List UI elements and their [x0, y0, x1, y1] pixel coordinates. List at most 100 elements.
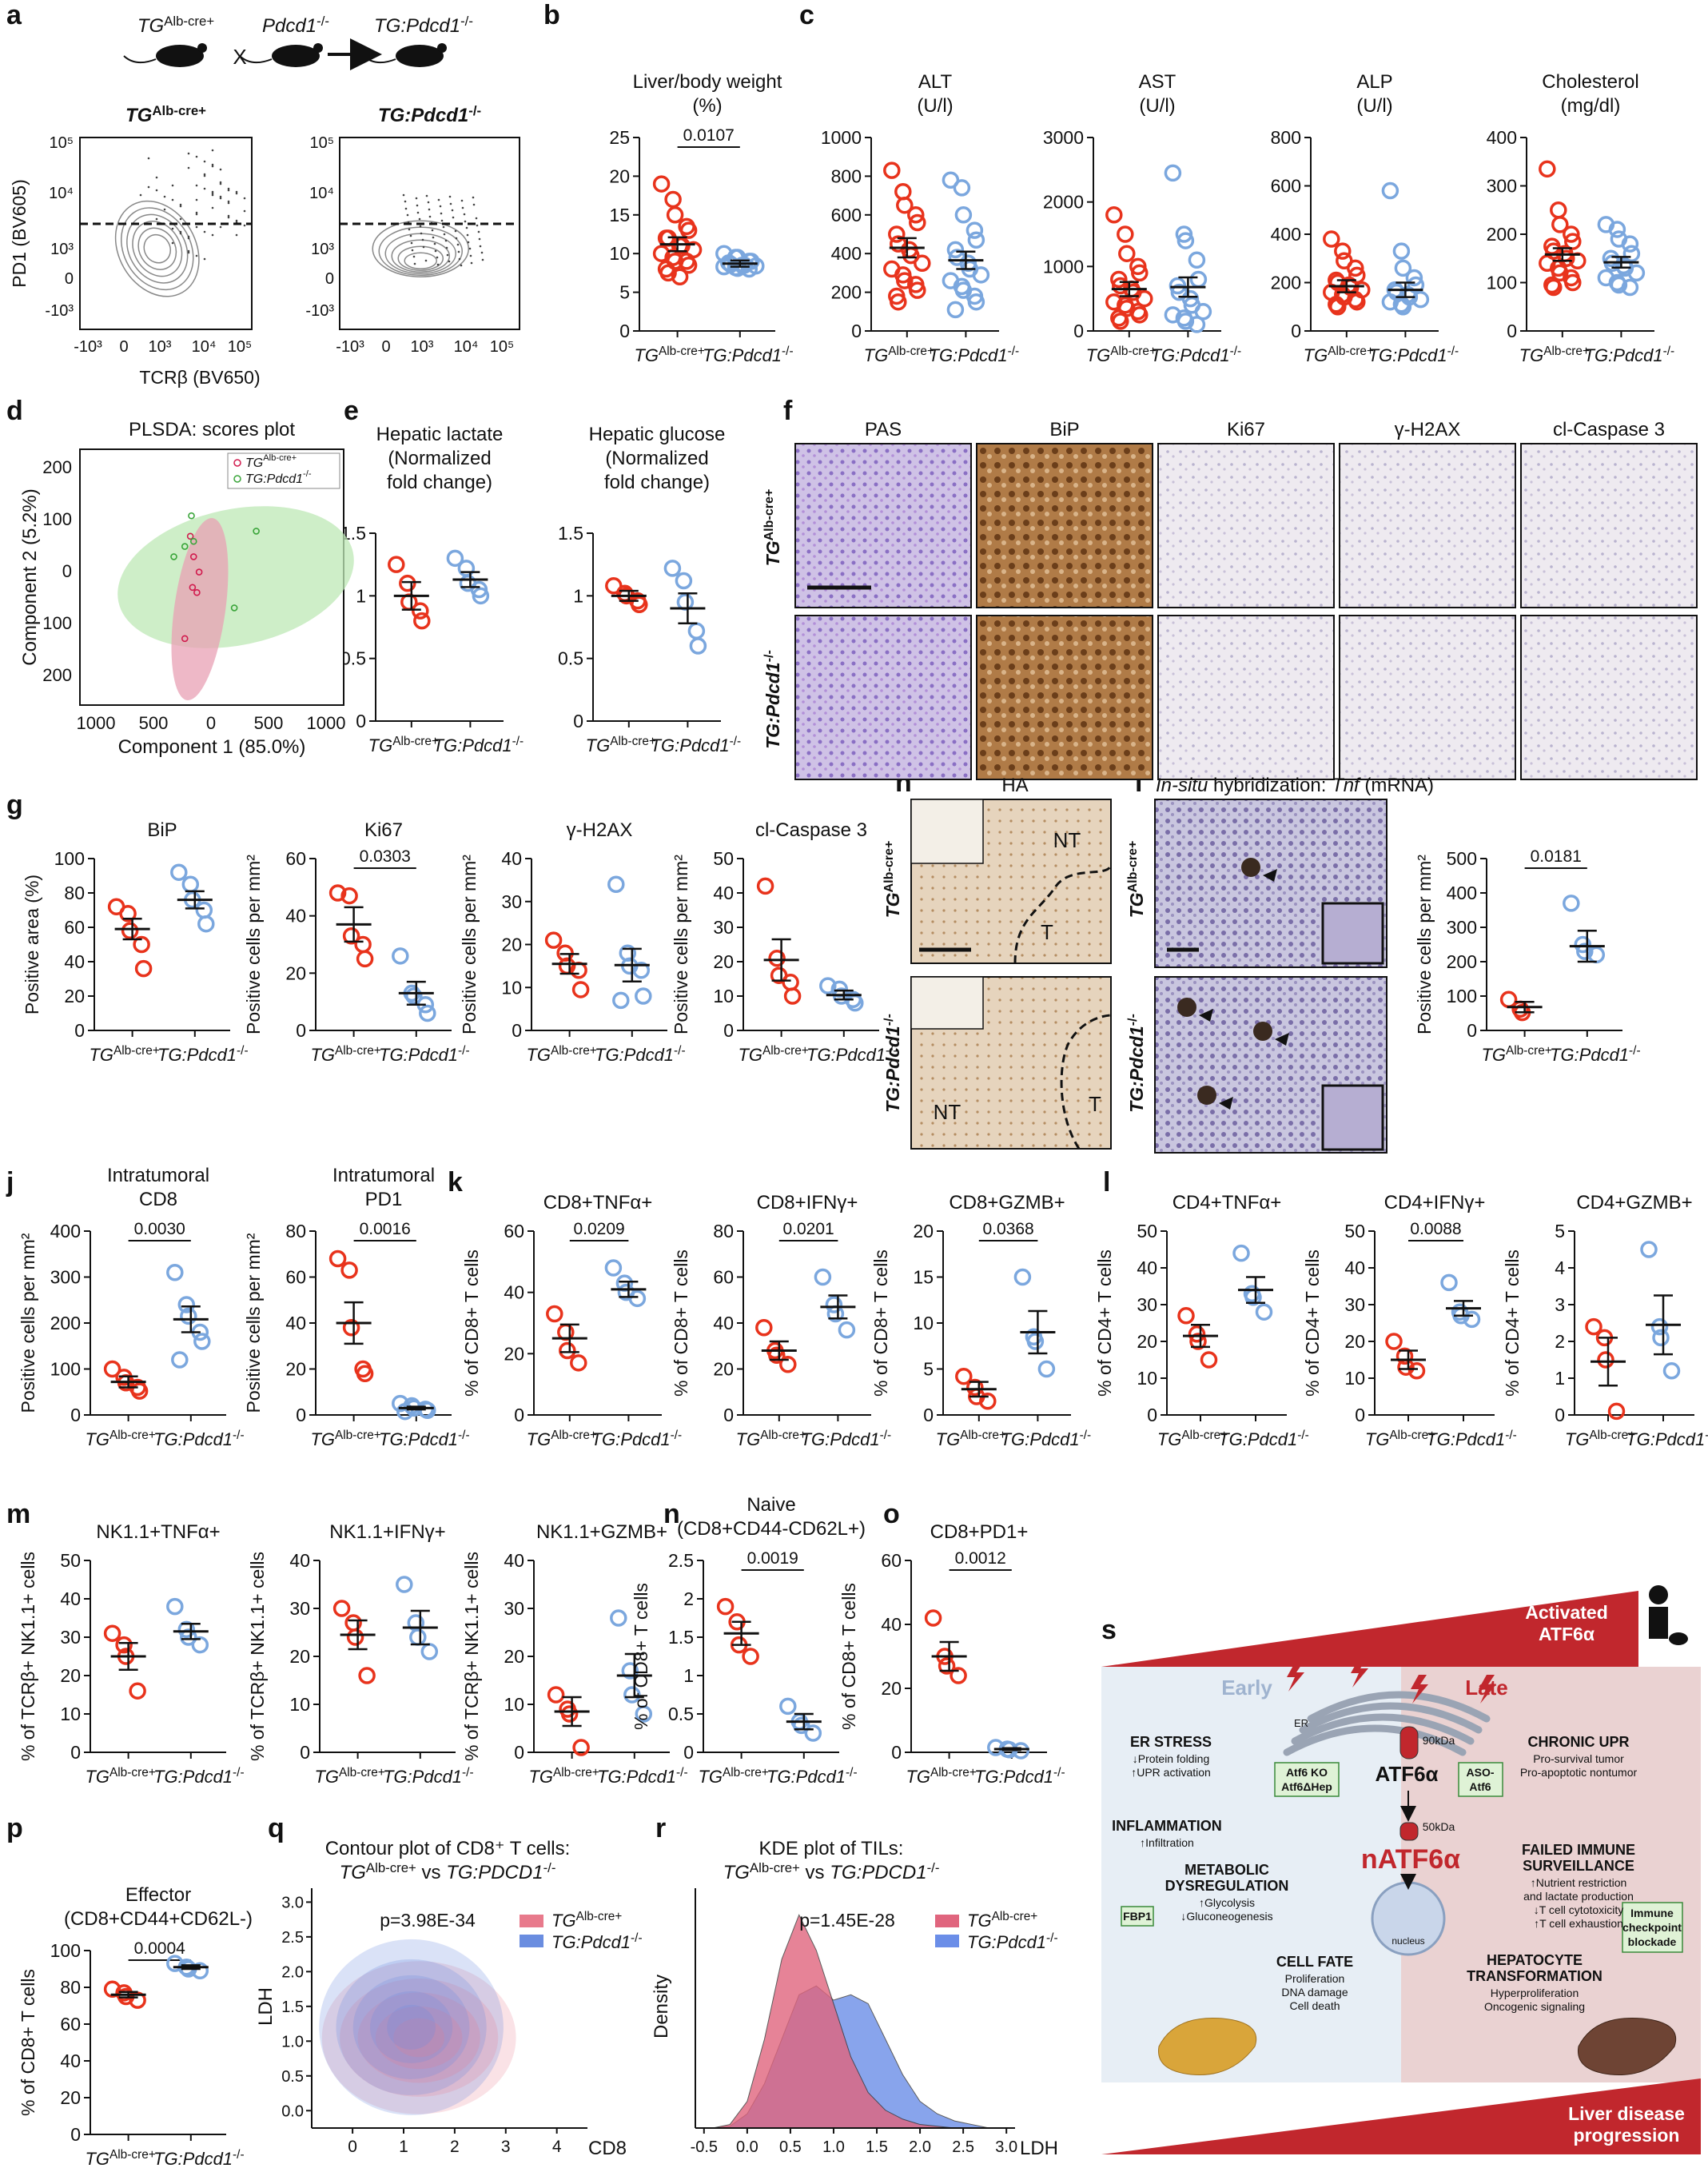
y-tick-label: 100 — [1447, 986, 1477, 1006]
x-tick-label: TG:Pdcd1-/- — [591, 1429, 683, 1449]
y-tick-label: 10⁴ — [49, 185, 74, 202]
histology-image — [1157, 615, 1335, 780]
chart-title: CD4+GZMB+ — [1576, 1192, 1692, 1214]
y-tick-label: 2000 — [1043, 192, 1084, 213]
human-icon-body — [1649, 1607, 1668, 1639]
y-tick-label: 0 — [1147, 1405, 1157, 1425]
y-tick-label: 10 — [504, 1694, 524, 1715]
event-dot — [442, 225, 445, 229]
data-point — [894, 183, 912, 201]
data-point — [388, 556, 405, 573]
chart-title: BiP — [147, 819, 177, 841]
y-tick-label: 20 — [913, 1221, 934, 1241]
event-dot — [187, 251, 190, 254]
data-point — [1545, 278, 1563, 297]
event-dot — [416, 204, 419, 207]
event-dot — [187, 237, 190, 240]
event-dot — [179, 230, 182, 233]
y-tick-label: 30 — [713, 917, 734, 938]
chart-title: (Normalized — [388, 448, 491, 469]
data-point — [1334, 242, 1352, 260]
data-point — [1105, 206, 1123, 224]
data-point — [896, 196, 914, 214]
event-dot — [139, 193, 142, 197]
y-tick-label: 40 — [713, 883, 734, 903]
x-tick-label: 0.0 — [736, 2138, 758, 2156]
y-tick-label: 30 — [1137, 1294, 1157, 1315]
aso-label: ASO- — [1467, 1766, 1495, 1779]
dot-plot-j2: 0 20 40 60 80 TGAlb-cre+TG:Pdcd1-/- Intratumor… — [243, 1165, 470, 1449]
event-dot — [211, 163, 214, 166]
dot-plot-g2: 0 20 40 60 TGAlb-cre+TG:Pdcd1-/- Ki67 Positive… — [243, 819, 470, 1065]
event-dot — [227, 187, 230, 190]
panel-q: Contour plot of CD8⁺ T cells:TGAlb-cre+ … — [255, 1838, 643, 2159]
event-dot — [469, 254, 472, 257]
panel-letter-f: f — [783, 396, 793, 426]
chart-title: NK1.1+IFNγ+ — [329, 1521, 445, 1543]
event-dot — [416, 211, 420, 214]
data-point — [396, 1576, 413, 1593]
event-dot — [211, 192, 214, 195]
event-dot — [464, 220, 467, 223]
event-dot — [203, 173, 206, 176]
event-dot — [427, 201, 430, 204]
legend-box — [227, 452, 340, 489]
row-label: TGAlb-cre+ — [762, 489, 783, 567]
data-point — [783, 987, 802, 1005]
y-tick-label: 20 — [713, 1359, 734, 1380]
chart-title: CD4+IFNγ+ — [1384, 1192, 1486, 1214]
y-tick-label: 80 — [64, 883, 85, 903]
data-point — [1323, 230, 1340, 248]
stain-title: γ-H2AX — [1395, 419, 1461, 440]
event-dot — [235, 192, 238, 195]
mechanism-detail: ↑Infiltration — [1140, 1836, 1194, 1849]
mechanism-heading: ER STRESS — [1130, 1734, 1212, 1750]
mechanism-heading: CHRONIC UPR — [1527, 1734, 1629, 1750]
y-axis-label: % of CD4+ T cells — [1302, 1249, 1323, 1397]
y-tick-label: 5 — [619, 282, 630, 303]
x-axis-label: CD8 — [588, 2138, 627, 2159]
y-axis-label: % of TCRβ+ NK1.1+ cells — [18, 1552, 38, 1761]
event-dot — [243, 197, 246, 200]
y-tick-label: 1.5 — [668, 1627, 694, 1648]
chart-title: fold change) — [604, 472, 710, 493]
y-tick-label: 0 — [851, 321, 862, 341]
chart-title: (U/l) — [1356, 95, 1392, 117]
event-dot — [409, 234, 412, 237]
data-point — [130, 1382, 149, 1400]
event-dot — [410, 241, 413, 245]
dot-plot-j1: 0 100 200 300 400 TGAlb-cre+TG:Pdcd1-/- Intrat… — [18, 1165, 245, 1449]
x-tick-label: TGAlb-cre+ — [85, 1429, 155, 1449]
data-point — [1563, 225, 1580, 243]
x-tick-label: -0.5 — [691, 2138, 718, 2156]
event-dot — [451, 209, 454, 212]
dot-plot-m3: 0 10 20 30 40 TGAlb-cre+TG:Pdcd1-/- NK1.1+GZMB… — [461, 1521, 688, 1787]
data-point — [909, 281, 926, 299]
y-tick-label: 80 — [60, 1977, 81, 1998]
panel-letter-s: s — [1101, 1615, 1117, 1645]
x-tick-label: TGAlb-cre+ — [85, 1766, 155, 1787]
data-point — [604, 1259, 623, 1277]
data-point — [115, 1636, 133, 1654]
x-tick-label: 500 — [139, 713, 169, 733]
data-point — [340, 1261, 358, 1279]
mechanism-detail: ↑Glycolysis — [1199, 1896, 1255, 1909]
data-point — [1013, 1268, 1032, 1286]
y-tick-label: 60 — [713, 1267, 734, 1288]
event-dot — [431, 229, 434, 232]
chart-subtitle: TGAlb-cre+ vs TG:PDCD1-/- — [340, 1860, 556, 1883]
banner-top-label: ATF6α — [1539, 1624, 1595, 1644]
histology-image — [976, 443, 1153, 608]
event-dot — [179, 232, 182, 235]
y-tick-label: 600 — [1271, 176, 1301, 197]
panel-letter-j: j — [6, 1167, 14, 1198]
data-point — [170, 863, 188, 881]
data-point — [1348, 293, 1366, 311]
y-tick-label: 200 — [1271, 273, 1301, 293]
chart-title: PLSDA: scores plot — [129, 419, 295, 440]
chart-title: Contour plot of CD8⁺ T cells: — [325, 1838, 571, 1859]
y-tick-label: 60 — [285, 1267, 306, 1288]
y-tick-label: 40 — [881, 1614, 902, 1635]
x-tick-label: 1.0 — [822, 2138, 845, 2156]
y-tick-label: 30 — [501, 891, 522, 912]
